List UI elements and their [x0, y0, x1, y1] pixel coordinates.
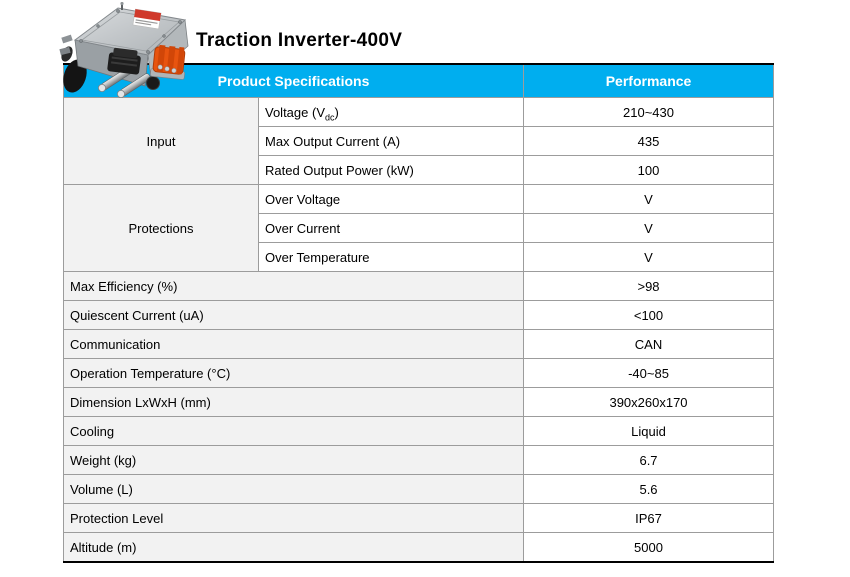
table-row: Volume (L) 5.6 — [62, 474, 775, 504]
spec-label: Over Voltage — [257, 184, 525, 214]
spec-value: IP67 — [523, 503, 775, 533]
spec-value: V — [523, 213, 775, 243]
signal-connector — [107, 47, 141, 75]
table-row: Cooling Liquid — [62, 416, 775, 446]
spec-label: Over Current — [257, 213, 525, 243]
spec-label: Rated Output Power (kW) — [257, 155, 525, 185]
lid-screws — [79, 9, 182, 54]
table-row: Communication CAN — [62, 329, 775, 359]
spec-value: <100 — [523, 300, 775, 330]
group-cell-protections: Protections — [63, 184, 259, 272]
spec-label: Protection Level — [62, 503, 525, 533]
traction-inverter-product-photo — [59, 2, 189, 98]
table-row: Rated Output Power (kW) 100 — [64, 155, 775, 185]
spec-value: 100 — [523, 155, 775, 185]
table-row: Max Output Current (A) 435 — [64, 126, 775, 156]
spec-value: -40~85 — [523, 358, 775, 388]
header-performance: Performance — [523, 63, 775, 98]
spec-value: 390x260x170 — [523, 387, 775, 417]
table-row: Protection Level IP67 — [62, 503, 775, 533]
spec-label: Weight (kg) — [62, 445, 525, 475]
spec-label: Communication — [62, 329, 525, 359]
spec-label: Altitude (m) — [62, 532, 525, 563]
table-row: Max Efficiency (%) >98 — [62, 271, 775, 301]
spec-table: Product Specifications Performance Input… — [62, 63, 775, 563]
table-row: Quiescent Current (uA) <100 — [62, 300, 775, 330]
spec-value: >98 — [523, 271, 775, 301]
table-row: Input Voltage (Vdc) 210~430 — [63, 97, 775, 185]
spec-label-subscript: dc — [325, 112, 335, 123]
spec-label: Volume (L) — [62, 474, 525, 504]
spec-label: Max Efficiency (%) — [62, 271, 525, 301]
spec-label: Max Output Current (A) — [257, 126, 525, 156]
spec-label: Cooling — [62, 416, 525, 446]
table-row: Operation Temperature (°C) -40~85 — [62, 358, 775, 388]
spec-value: CAN — [523, 329, 775, 359]
table-row: Protections Over Voltage V — [63, 184, 775, 272]
spec-value: 5000 — [523, 532, 775, 563]
spec-label: Operation Temperature (°C) — [62, 358, 525, 388]
spec-label-suffix: ) — [334, 104, 339, 120]
table-row: Dimension LxWxH (mm) 390x260x170 — [62, 387, 775, 417]
spec-label-text: Voltage (V — [265, 104, 325, 120]
table-row: Over Current V — [64, 213, 775, 243]
spec-value: 435 — [523, 126, 775, 156]
table-row: Altitude (m) 5000 — [62, 532, 775, 563]
table-row: Weight (kg) 6.7 — [62, 445, 775, 475]
group-cell-input: Input — [63, 97, 259, 185]
label-sticker — [132, 8, 162, 30]
spec-label: Voltage (Vdc) — [257, 97, 525, 127]
spec-value: 6.7 — [523, 445, 775, 475]
spec-value: 5.6 — [523, 474, 775, 504]
spec-label: Over Temperature — [257, 242, 525, 272]
spec-label: Quiescent Current (uA) — [62, 300, 525, 330]
spec-value: V — [523, 242, 775, 272]
spec-value: 210~430 — [523, 97, 775, 127]
hv-connector-orange — [150, 44, 186, 80]
spec-value: V — [523, 184, 775, 214]
spec-value: Liquid — [523, 416, 775, 446]
spec-label: Dimension LxWxH (mm) — [62, 387, 525, 417]
page-title: Traction Inverter-400V — [196, 30, 403, 51]
